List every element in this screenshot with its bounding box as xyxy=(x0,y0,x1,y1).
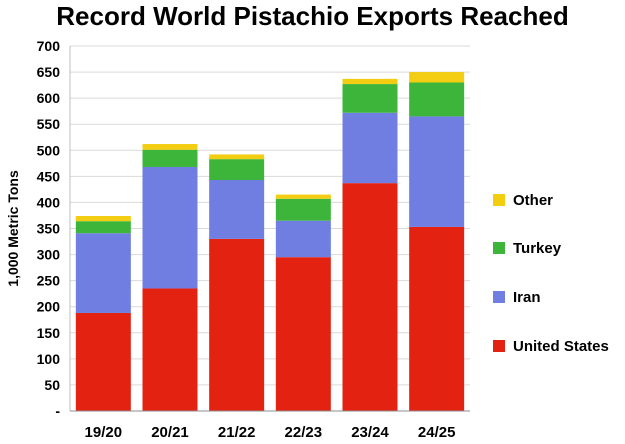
gridlines xyxy=(70,45,470,412)
legend-label: Iran xyxy=(513,289,541,306)
bar-segment-iran xyxy=(342,112,398,184)
bars xyxy=(75,72,465,411)
bar-segment-united-states xyxy=(142,288,198,411)
bar-segment-iran xyxy=(142,166,198,289)
legend-label: United States xyxy=(513,338,609,355)
x-tick-label: 24/25 xyxy=(418,424,456,441)
x-tick-label: 23/24 xyxy=(351,424,389,441)
bar-segment-united-states xyxy=(209,238,265,411)
bar-segment-other xyxy=(142,144,198,150)
y-tick-label: 200 xyxy=(37,299,61,315)
y-tick-labels: - 50 100 150 200 250 300 350 400 450 500 550 600 650 7… xyxy=(37,38,61,419)
bar-segment-other xyxy=(75,215,131,222)
x-tick-labels: 19/20 20/21 21/22 22/23 23/24 24/25 xyxy=(85,424,456,441)
legend-swatch xyxy=(493,340,505,352)
bar-segment-other xyxy=(209,154,265,160)
y-tick-label: 650 xyxy=(37,64,61,80)
y-tick-label: - xyxy=(55,403,60,419)
y-tick-label: 700 xyxy=(37,38,61,54)
bar-segment-turkey xyxy=(275,198,331,221)
legend-label: Turkey xyxy=(513,240,562,257)
y-tick-label: 550 xyxy=(37,116,61,132)
bar-segment-other xyxy=(275,194,331,199)
bar-segment-iran xyxy=(209,180,265,239)
bar-segment-united-states xyxy=(342,183,398,411)
legend-label: Other xyxy=(513,192,553,209)
y-tick-label: 500 xyxy=(37,142,61,158)
bar-segment-iran xyxy=(409,116,465,227)
x-tick-label: 20/21 xyxy=(151,424,189,441)
y-tick-label: 350 xyxy=(37,221,61,237)
y-tick-label: 250 xyxy=(37,273,61,289)
x-tick-label: 22/23 xyxy=(285,424,323,441)
y-tick-label: 100 xyxy=(37,351,61,367)
y-tick-label: 300 xyxy=(37,247,61,263)
x-tick-label: 21/22 xyxy=(218,424,256,441)
bar-segment-united-states xyxy=(409,226,465,411)
x-tick-label: 19/20 xyxy=(85,424,123,441)
bar-segment-turkey xyxy=(209,159,265,181)
bar-segment-other xyxy=(342,78,398,85)
legend-swatch xyxy=(493,194,505,206)
legend-swatch xyxy=(493,242,505,254)
bar-segment-turkey xyxy=(409,82,465,117)
bar-segment-iran xyxy=(275,220,331,258)
bar-segment-united-states xyxy=(75,312,131,411)
y-axis-label: 1,000 Metric Tons xyxy=(5,170,21,287)
y-tick-label: 450 xyxy=(37,168,61,184)
bar-segment-turkey xyxy=(142,149,198,167)
y-tick-label: 600 xyxy=(37,90,61,106)
bar-segment-other xyxy=(409,72,465,83)
legend: Other Turkey Iran United States xyxy=(493,192,609,355)
y-tick-label: 50 xyxy=(44,377,60,393)
axes xyxy=(69,46,470,412)
chart-title: Record World Pistachio Exports Reached xyxy=(56,1,569,31)
bar-segment-iran xyxy=(75,233,131,313)
bar-segment-united-states xyxy=(275,257,331,411)
y-tick-label: 400 xyxy=(37,194,61,210)
bar-segment-turkey xyxy=(75,221,131,234)
y-tick-label: 150 xyxy=(37,325,61,341)
legend-swatch xyxy=(493,291,505,303)
bar-segment-turkey xyxy=(342,84,398,113)
